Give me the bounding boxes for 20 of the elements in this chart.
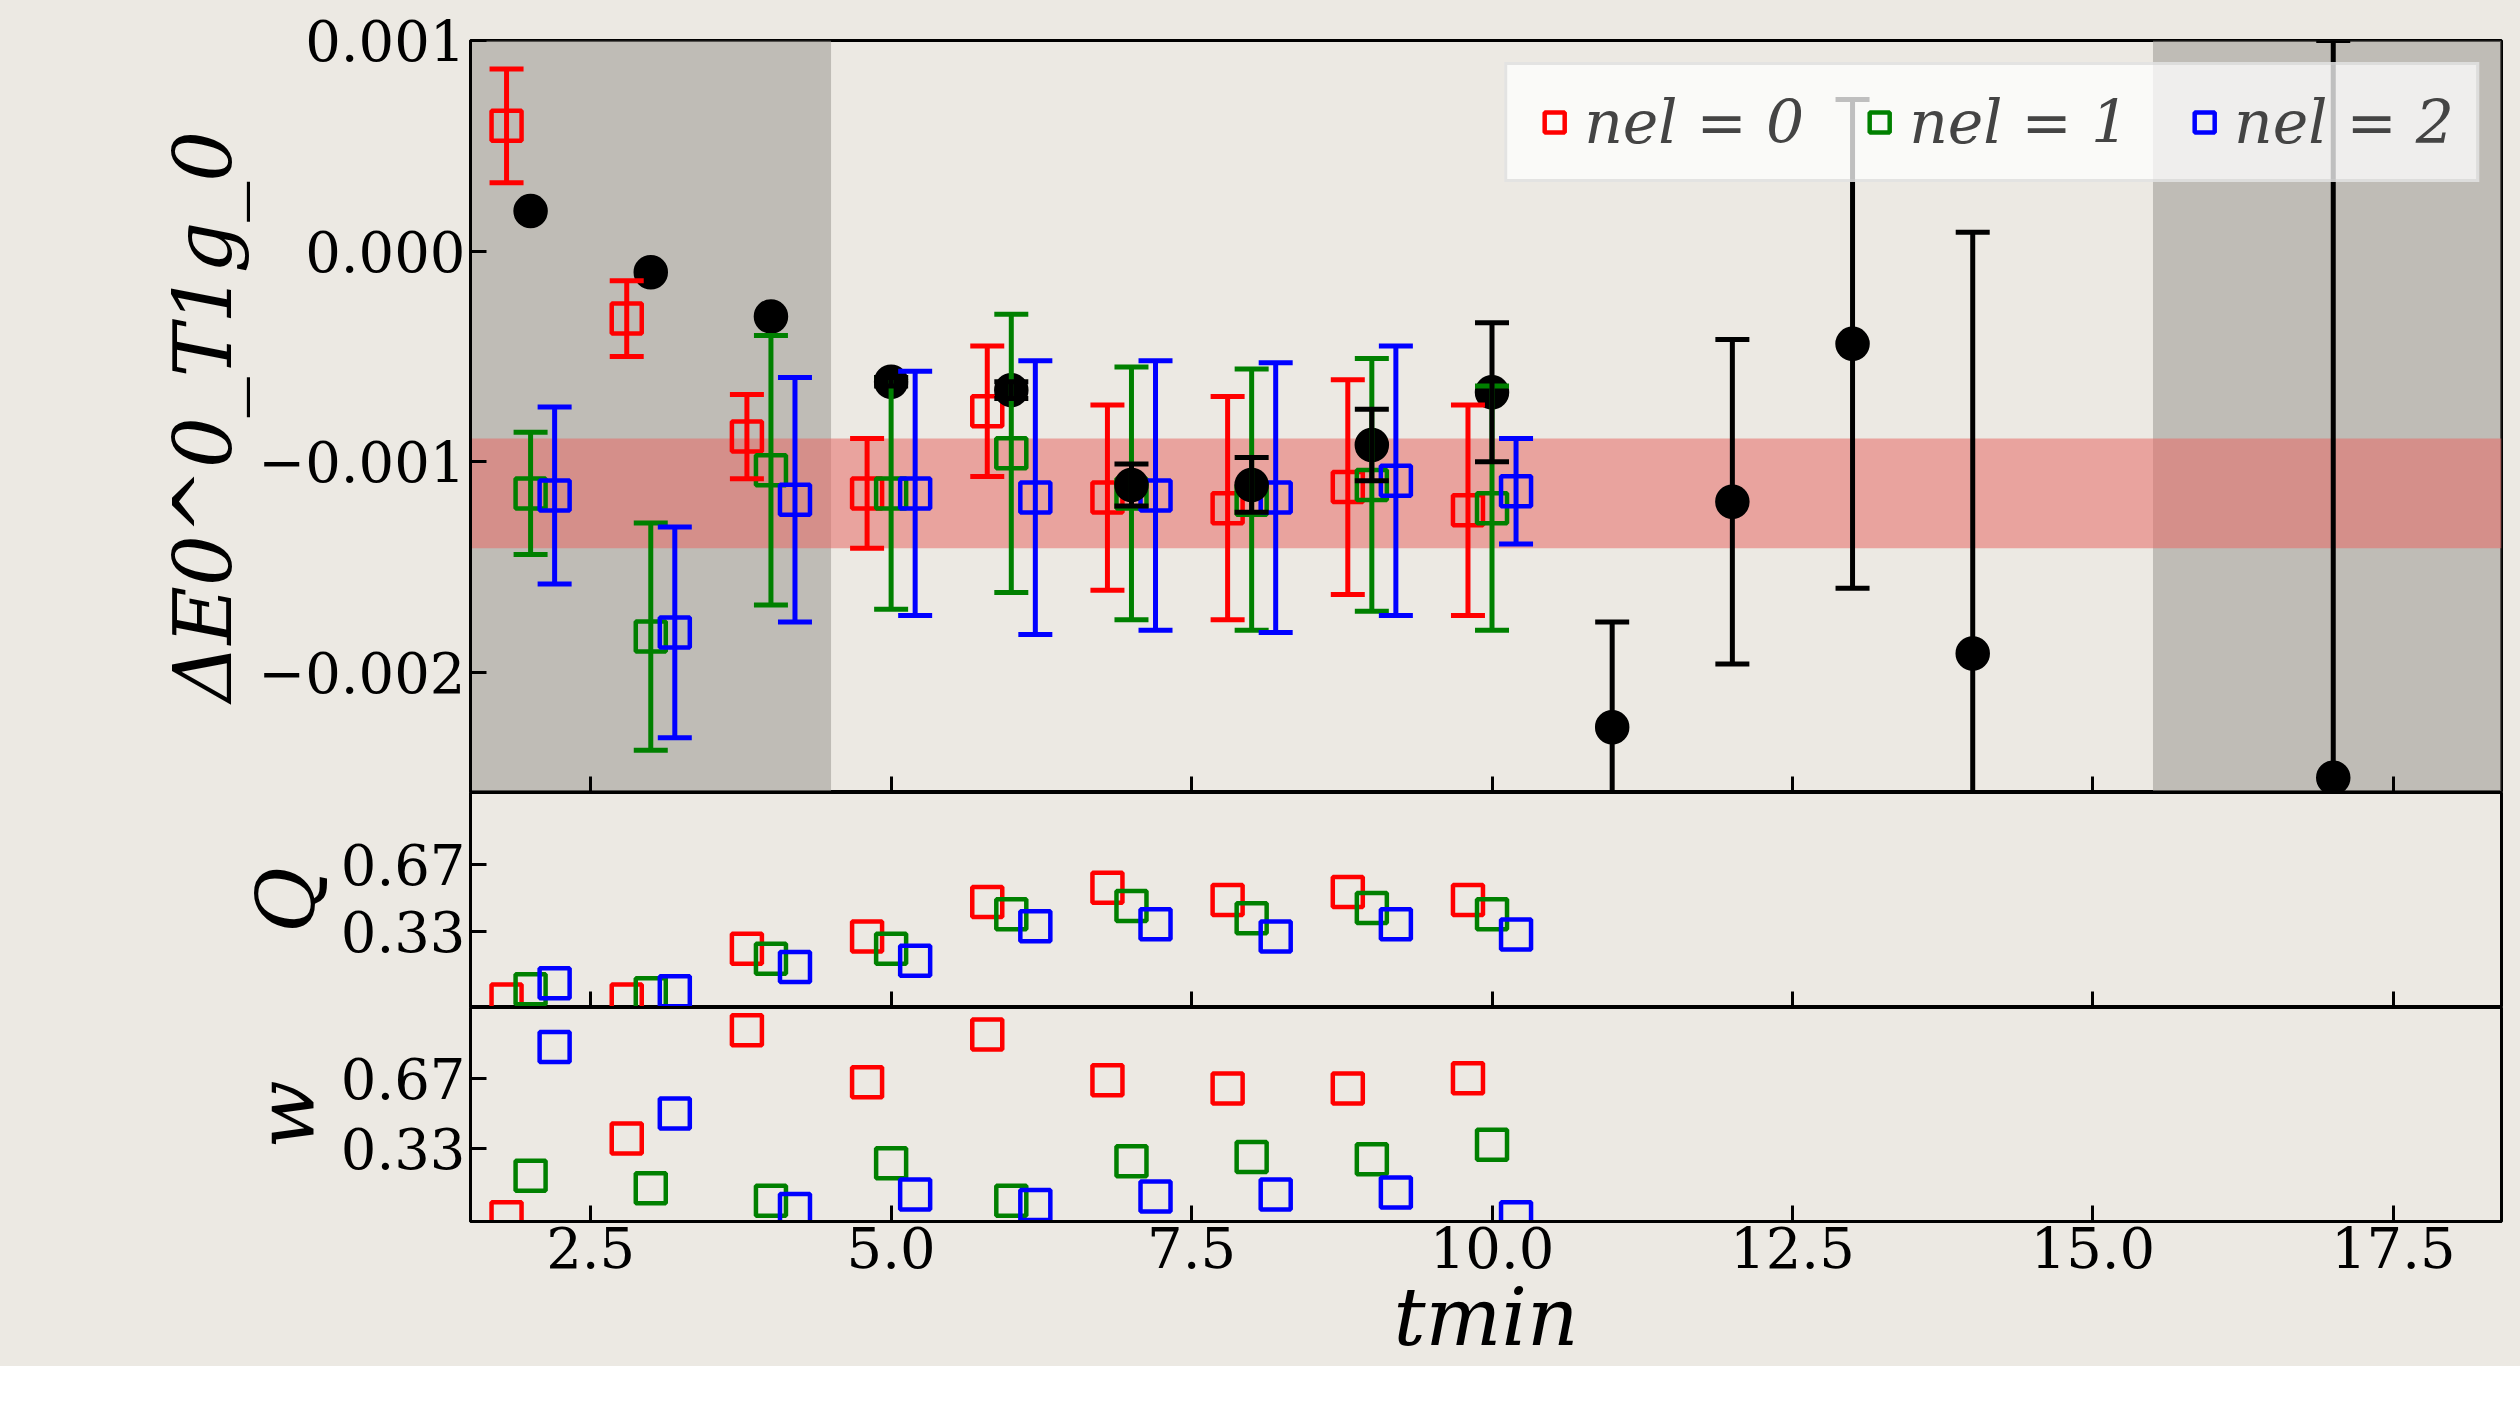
y-tick-label: −0.001 xyxy=(258,430,466,496)
x-tick-label: 15.0 xyxy=(2030,1215,2156,1281)
y-tick-label: 0.000 xyxy=(305,219,466,285)
legend-label: nel = 1 xyxy=(1909,87,2130,157)
y-tick-label: 0.33 xyxy=(340,1116,466,1182)
x-tick-label: 17.5 xyxy=(2331,1215,2456,1281)
y-tick-label: 0.67 xyxy=(340,832,466,898)
legend-label: nel = 0 xyxy=(1584,87,1805,157)
y-tick-label: 0.33 xyxy=(340,900,466,966)
y-tick-label: −0.002 xyxy=(258,640,466,706)
y-axis-title: ΔE0^0_T1g_0 xyxy=(157,130,251,706)
y-tick-label: 0.67 xyxy=(340,1047,466,1113)
y-axis-title: Q xyxy=(239,867,333,933)
x-tick-label: 7.5 xyxy=(1147,1215,1237,1281)
y-tick-label: 0.001 xyxy=(305,9,466,74)
x-tick-label: 5.0 xyxy=(846,1215,936,1281)
legend-label: nel = 2 xyxy=(2234,87,2454,157)
x-tick-label: 2.5 xyxy=(546,1215,636,1281)
x-tick-label: 12.5 xyxy=(1730,1215,1855,1281)
y-axis-title: w xyxy=(239,1080,333,1149)
